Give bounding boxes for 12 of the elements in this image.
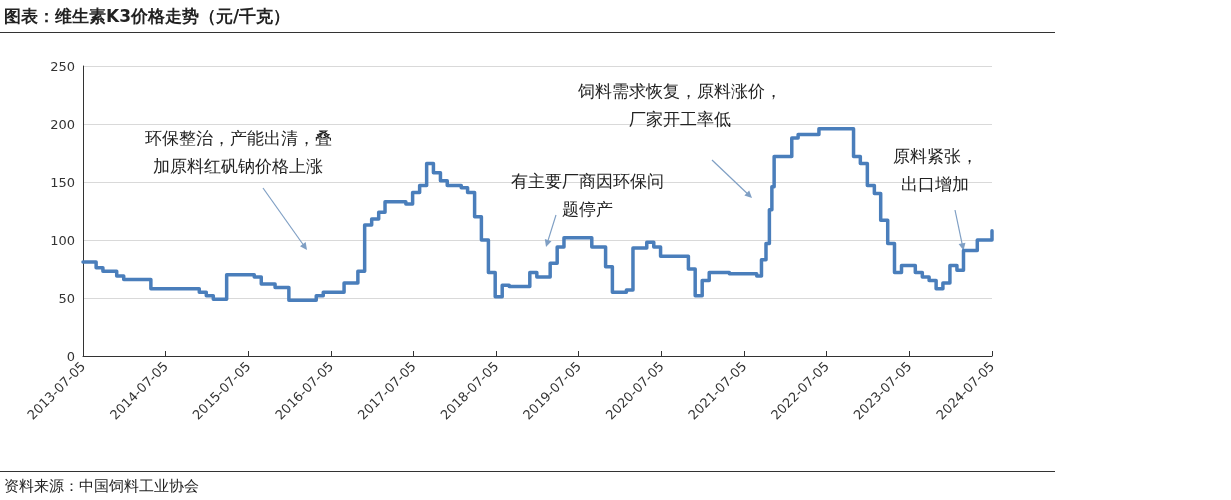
y-tick-label: 150 [50, 174, 75, 190]
y-tick-label: 0 [66, 348, 75, 364]
annotation: 饲料需求恢复，原料涨价，厂家开工率低 [577, 81, 782, 129]
y-tick-label: 100 [50, 232, 75, 248]
y-tick-label: 200 [50, 116, 75, 132]
annotation: 有主要厂商因环保问题停产 [510, 171, 664, 219]
text: 资料来源：中国饲料工业协会 [4, 477, 199, 496]
chart-title: 图表：维生素K3价格走势（元/千克） [4, 5, 291, 28]
annotation: 原料紧张，出口增加 [892, 146, 978, 194]
annotation: 环保整治，产能出清，叠加原料红矾钠价格上涨 [144, 128, 332, 176]
y-tick-label: 250 [50, 58, 75, 74]
y-tick-label: 50 [58, 290, 75, 306]
